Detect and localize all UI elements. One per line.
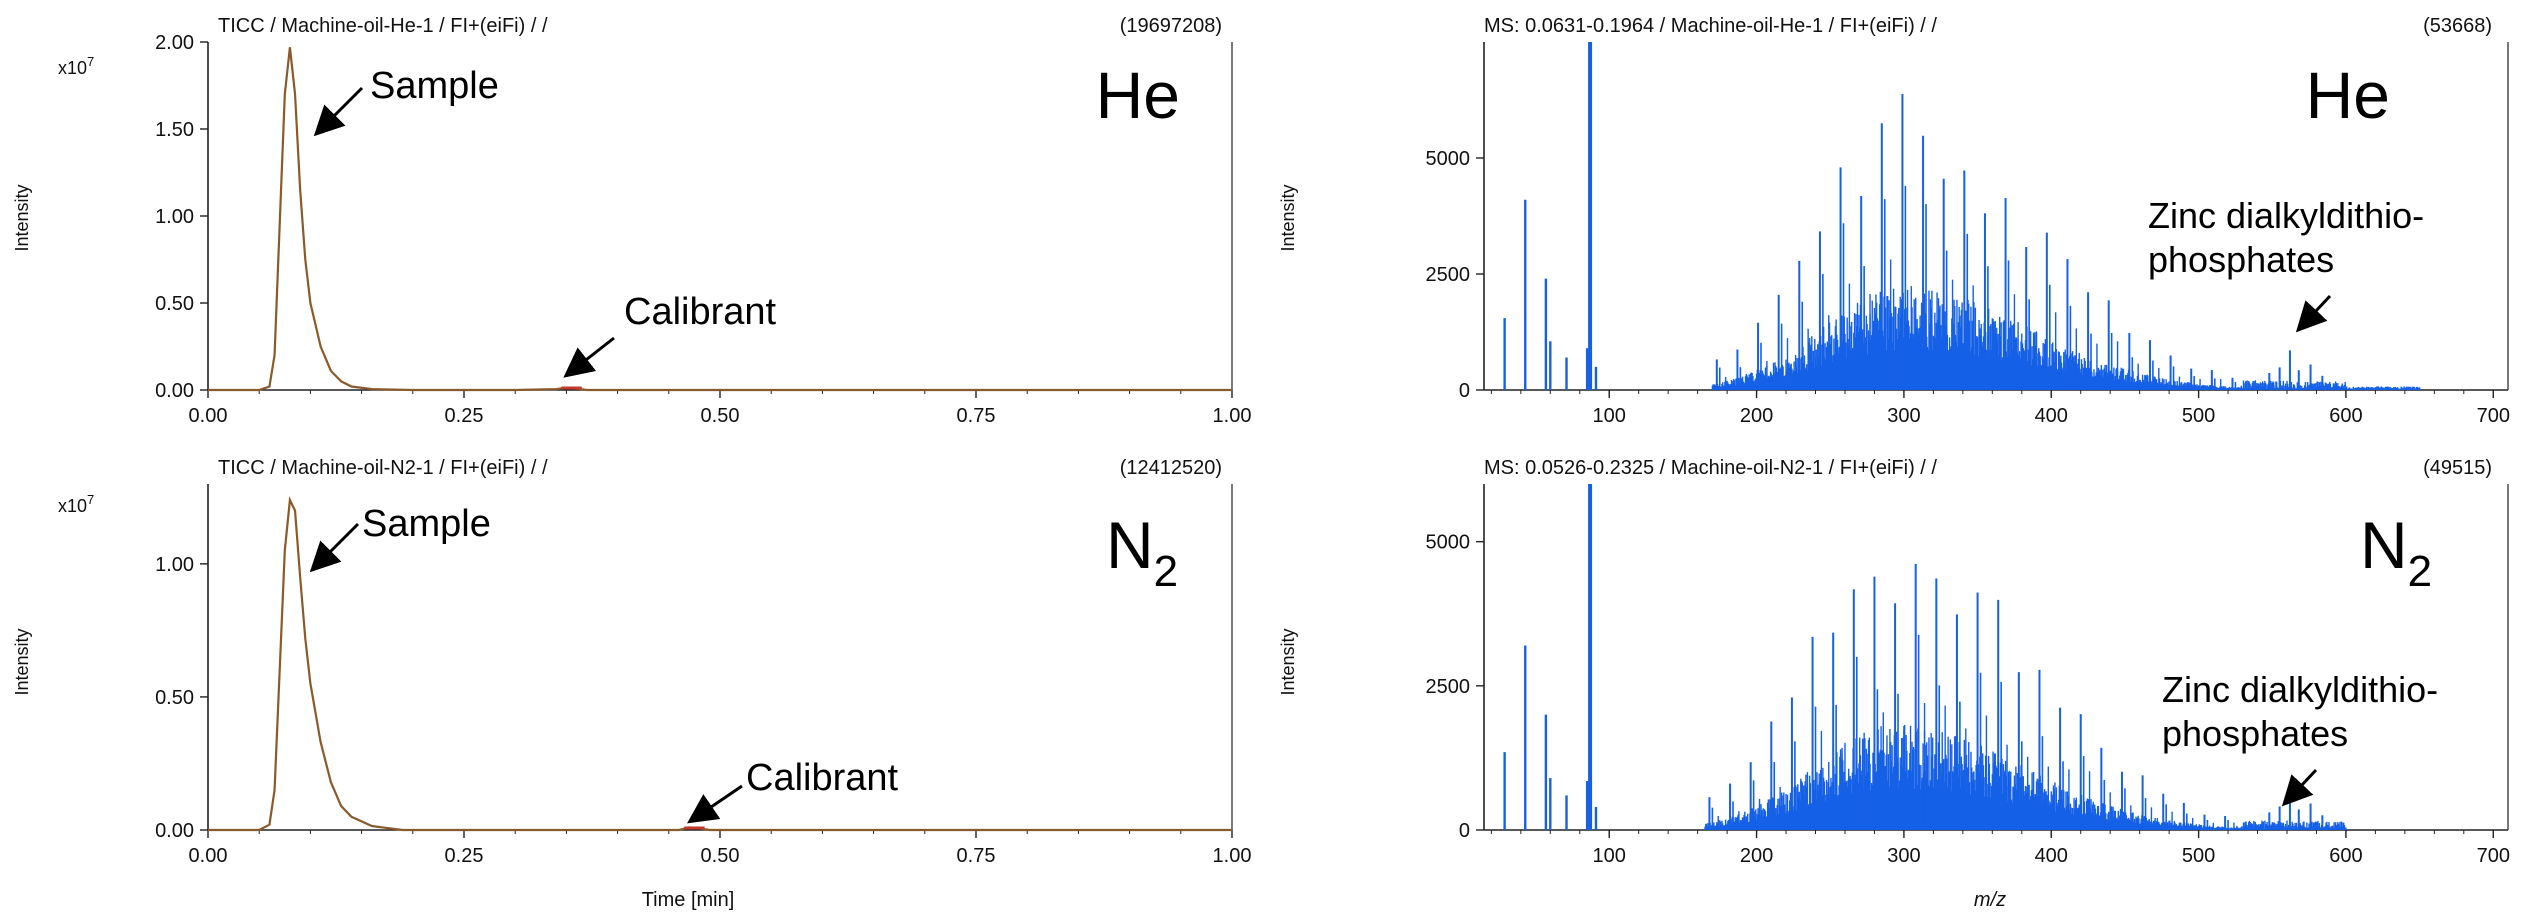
tic-he-header-value: (19697208) — [1120, 15, 1222, 37]
tic-he-tic-trace — [208, 47, 1232, 392]
ms-n2-ylabel: Intensity — [1278, 628, 1298, 695]
tic-he-gas-label: He — [1096, 58, 1180, 132]
ms-n2-gas-label: N2 — [2360, 508, 2432, 596]
tic-he-ytick-label: 1.50 — [155, 119, 194, 141]
ms-he-plot — [1503, 42, 2428, 390]
tic-he-exponent: x107 — [58, 54, 94, 78]
ms-n2-zinc-arrow — [2281, 768, 2318, 807]
ms-he-zinc-arrow — [2295, 294, 2332, 333]
ms-n2-plot — [1503, 484, 2347, 830]
ms-he-xtick-label: 500 — [2182, 405, 2215, 427]
ms-n2-xtick-label: 200 — [1740, 845, 1773, 867]
tic-he-ytick-label: 1.00 — [155, 206, 194, 228]
ms-he-xtick-label: 300 — [1887, 405, 1920, 427]
tic-he-xtick-label: 1.00 — [1213, 405, 1252, 427]
tic-n2-xlabel: Time [min] — [642, 889, 735, 911]
tic-he-xtick-label: 0.25 — [445, 405, 484, 427]
ms-he-panel: MS: 0.0631-0.1964 / Machine-oil-He-1 / F… — [1278, 15, 2510, 427]
ms-he-ytick-label: 5000 — [1426, 148, 1471, 170]
ms-he-gas-label: He — [2306, 58, 2390, 132]
ms-n2-zinc-label-1: Zinc dialkyldithio- — [2162, 669, 2438, 710]
tic-n2-plot — [208, 495, 1232, 832]
ms-n2-annotations: Zinc dialkyldithio- phosphates — [2162, 669, 2438, 754]
tic-he-xtick-label: 0.50 — [701, 405, 740, 427]
tic-he-calibrant-label: Calibrant — [624, 291, 777, 333]
ms-n2-xlabel: m/z — [1974, 889, 2006, 911]
tic-he-ytick-label: 2.00 — [155, 32, 194, 54]
tic-n2-ticks: 0.00 0.25 0.50 0.75 1.00 0.00 0.50 1.00 — [155, 484, 1251, 867]
ms-n2-xtick-label: 500 — [2182, 845, 2215, 867]
ms-he-xtick-label: 200 — [1740, 405, 1773, 427]
ms-he-xtick-label: 400 — [2035, 405, 2068, 427]
annotation-arrows — [309, 86, 2332, 824]
ms-he-ticks: 100 200 300 400 500 600 700 0 2500 5000 — [1426, 42, 2510, 427]
tic-he-calibrant-arrow — [563, 336, 615, 378]
ms-he-xtick-label: 100 — [1593, 405, 1626, 427]
ms-he-ytick-label: 2500 — [1426, 264, 1471, 286]
ms-n2-xtick-label: 400 — [2035, 845, 2068, 867]
ms-n2-xtick-label: 700 — [2477, 845, 2510, 867]
tic-n2-header-value: (12412520) — [1120, 457, 1222, 479]
ms-he-xtick-label: 700 — [2477, 405, 2510, 427]
tic-he-sample-label: Sample — [370, 65, 499, 107]
ms-n2-ytick-label: 5000 — [1426, 532, 1471, 554]
tic-he-header: TICC / Machine-oil-He-1 / FI+(eiFi) / / — [218, 15, 548, 37]
ms-n2-xtick-label: 600 — [2329, 845, 2362, 867]
ms-n2-panel: MS: 0.0526-0.2325 / Machine-oil-N2-1 / F… — [1278, 457, 2510, 911]
ms-he-zinc-label-1: Zinc dialkyldithio- — [2148, 195, 2424, 236]
tic-n2-tic-trace — [208, 495, 1232, 832]
tic-he-annotations: Sample Calibrant — [370, 65, 777, 333]
ms-n2-header-value: (49515) — [2423, 457, 2492, 479]
tic-n2-ytick-label: 0.50 — [155, 687, 194, 709]
tic-n2-annotations: Sample Calibrant — [362, 503, 899, 799]
ms-he-zinc-label-2: phosphates — [2148, 239, 2334, 280]
tic-n2-xtick-label: 0.75 — [957, 845, 996, 867]
tic-n2-exponent: x107 — [58, 492, 94, 516]
tic-he-ticks: 0.00 0.25 0.50 0.75 1.00 0.00 0.50 1.00 1.50 2.00 — [155, 32, 1251, 427]
tic-n2-xtick-label: 1.00 — [1213, 845, 1252, 867]
tic-he-plot — [208, 47, 1232, 392]
ms-n2-xtick-label: 100 — [1593, 845, 1626, 867]
tic-n2-ytick-label: 0.00 — [155, 820, 194, 842]
tic-n2-gas-label: N2 — [1106, 508, 1178, 596]
tic-he-xtick-label: 0.00 — [189, 405, 228, 427]
tic-n2-ylabel: Intensity — [12, 628, 32, 695]
tic-n2-ytick-label: 1.00 — [155, 554, 194, 576]
tic-n2-sample-label: Sample — [362, 503, 491, 545]
tic-n2-calibrant-label: Calibrant — [746, 757, 899, 799]
ms-he-header: MS: 0.0631-0.1964 / Machine-oil-He-1 / F… — [1484, 15, 1937, 37]
tic-n2-xtick-label: 0.25 — [445, 845, 484, 867]
tic-n2-sample-arrow — [309, 522, 360, 573]
tic-n2-header: TICC / Machine-oil-N2-1 / FI+(eiFi) / / — [218, 457, 548, 479]
tic-he-xtick-label: 0.75 — [957, 405, 996, 427]
tic-he-panel: TICC / Machine-oil-He-1 / FI+(eiFi) / / … — [12, 15, 1251, 427]
ms-n2-ytick-label: 0 — [1459, 820, 1470, 842]
ms-n2-header: MS: 0.0526-0.2325 / Machine-oil-N2-1 / F… — [1484, 457, 1937, 479]
ms-n2-xtick-label: 300 — [1887, 845, 1920, 867]
tic-n2-panel: TICC / Machine-oil-N2-1 / FI+(eiFi) / / … — [12, 457, 1251, 911]
ms-he-xtick-label: 600 — [2329, 405, 2362, 427]
ms-n2-zinc-label-2: phosphates — [2162, 713, 2348, 754]
tic-he-ylabel: Intensity — [12, 184, 32, 251]
ms-he-ylabel: Intensity — [1278, 184, 1298, 251]
tic-n2-xtick-label: 0.00 — [189, 845, 228, 867]
tic-he-ytick-label: 0.50 — [155, 293, 194, 315]
tic-he-ytick-label: 0.00 — [155, 380, 194, 402]
ms-n2-ytick-label: 2500 — [1426, 676, 1471, 698]
ms-he-ytick-label: 0 — [1459, 380, 1470, 402]
tic-n2-calibrant-arrow — [687, 784, 743, 824]
tic-n2-xtick-label: 0.50 — [701, 845, 740, 867]
ms-he-annotations: Zinc dialkyldithio- phosphates — [2148, 195, 2424, 280]
tic-he-sample-arrow — [313, 86, 364, 137]
ms-he-header-value: (53668) — [2423, 15, 2492, 37]
